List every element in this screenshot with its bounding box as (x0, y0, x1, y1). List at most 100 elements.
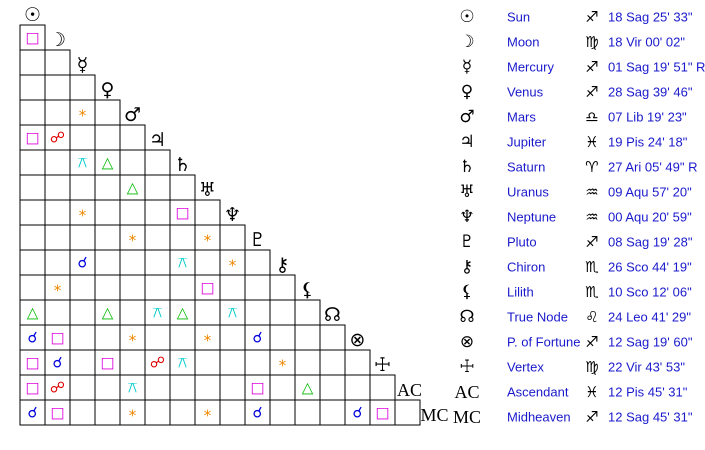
grid-cell (69, 74, 96, 101)
aspect-symbol: □ (25, 129, 39, 147)
grid-cell (169, 374, 196, 401)
grid-cell (194, 199, 221, 226)
aspect-symbol: ⚻ (178, 254, 188, 272)
aspect-symbol: □ (100, 354, 114, 372)
position: 12 Pis 45' 31" (608, 385, 688, 400)
aspect-symbol: * (204, 232, 212, 250)
grid-header: ☩ (374, 354, 391, 376)
grid-cell (94, 274, 121, 301)
sign-symbol: ♏ (585, 283, 599, 301)
grid-cell (19, 224, 46, 251)
grid-header: ☊ (324, 304, 341, 326)
grid-header: MC (420, 405, 448, 425)
aspect-symbol: ☍ (50, 129, 65, 147)
aspect-symbol: * (129, 232, 137, 250)
sign-symbol: ♐ (585, 233, 598, 251)
position: 07 Lib 19' 23" (608, 110, 687, 125)
grid-cell (94, 199, 121, 226)
grid-cell (94, 224, 121, 251)
grid-cell (119, 149, 146, 176)
planet-name: Jupiter (507, 135, 547, 150)
list-symbol: ⊗ (460, 332, 474, 352)
grid-cell (169, 174, 196, 201)
grid-cell (144, 174, 171, 201)
grid-cell (194, 349, 221, 376)
grid-cell (344, 349, 371, 376)
aspect-symbol: △ (177, 304, 189, 322)
list-symbol: ⚷ (461, 257, 473, 277)
grid-header: ⊗ (350, 329, 366, 351)
list-symbol: ⚸ (461, 282, 473, 302)
grid-cell (219, 349, 246, 376)
grid-cell (244, 349, 271, 376)
list-symbol: ☩ (459, 357, 474, 377)
grid-cell (44, 99, 71, 126)
list-symbol: ♅ (459, 182, 474, 202)
sign-symbol: ♏ (585, 258, 599, 276)
grid-cell (219, 374, 246, 401)
grid-cell (194, 299, 221, 326)
aspect-symbol: ☌ (52, 354, 62, 372)
grid-cell (269, 374, 296, 401)
position: 22 Vir 43' 53" (608, 360, 685, 375)
grid-cell (244, 274, 271, 301)
grid-cell (69, 399, 96, 426)
grid-cell (19, 249, 46, 276)
grid-cell (169, 274, 196, 301)
aspect-symbol: △ (302, 379, 314, 397)
list-symbol: ♃ (459, 132, 474, 152)
list-symbol: ♄ (459, 157, 474, 177)
grid-header: ♄ (174, 154, 191, 176)
aspect-symbol: □ (25, 354, 39, 372)
grid-cell (94, 324, 121, 351)
grid-cell (19, 49, 46, 76)
aspect-symbol: △ (127, 179, 139, 197)
grid-cell (169, 324, 196, 351)
grid-cell (369, 374, 396, 401)
grid-cell (194, 374, 221, 401)
aspect-symbol: □ (375, 404, 389, 422)
grid-cell (294, 299, 321, 326)
grid-header: ♅ (199, 179, 216, 201)
grid-cell (219, 399, 246, 426)
list-symbol: ☿ (462, 57, 472, 77)
sign-symbol: ♐ (585, 333, 598, 351)
grid-cell (269, 399, 296, 426)
planet-name: Lilith (507, 285, 534, 300)
planet-name: Pluto (507, 235, 537, 250)
grid-cell (244, 299, 271, 326)
grid-cell (44, 49, 71, 76)
grid-cell (319, 374, 346, 401)
grid-cell (44, 249, 71, 276)
aspect-symbol: ☌ (77, 254, 87, 272)
sign-symbol: ♌ (585, 308, 598, 326)
grid-cell (344, 374, 371, 401)
aspect-symbol: ⚻ (178, 354, 188, 372)
position: 28 Sag 39' 46" (608, 85, 693, 100)
grid-cell (319, 324, 346, 351)
grid-cell (44, 224, 71, 251)
planet-name: Uranus (507, 185, 549, 200)
grid-cell (44, 74, 71, 101)
aspect-symbol: ☍ (150, 354, 165, 372)
grid-header: ♂ (124, 104, 141, 126)
list-symbol: ♀ (461, 82, 473, 102)
aspect-symbol: * (79, 207, 87, 225)
grid-cell (144, 224, 171, 251)
aspect-symbol: * (229, 257, 237, 275)
grid-cell (94, 374, 121, 401)
list-symbol: ☉ (459, 7, 474, 27)
planet-name: Moon (507, 35, 540, 50)
position: 26 Sco 44' 19" (608, 260, 692, 275)
grid-cell (144, 274, 171, 301)
list-symbol: ☊ (459, 307, 474, 327)
grid-header: ⚷ (276, 254, 290, 276)
grid-cell (69, 299, 96, 326)
grid-header: ♆ (224, 204, 241, 226)
grid-cell (244, 249, 271, 276)
aspect-symbol: * (79, 107, 87, 125)
grid-cell (319, 399, 346, 426)
list-symbol: MC (453, 407, 481, 427)
grid-cell (269, 274, 296, 301)
